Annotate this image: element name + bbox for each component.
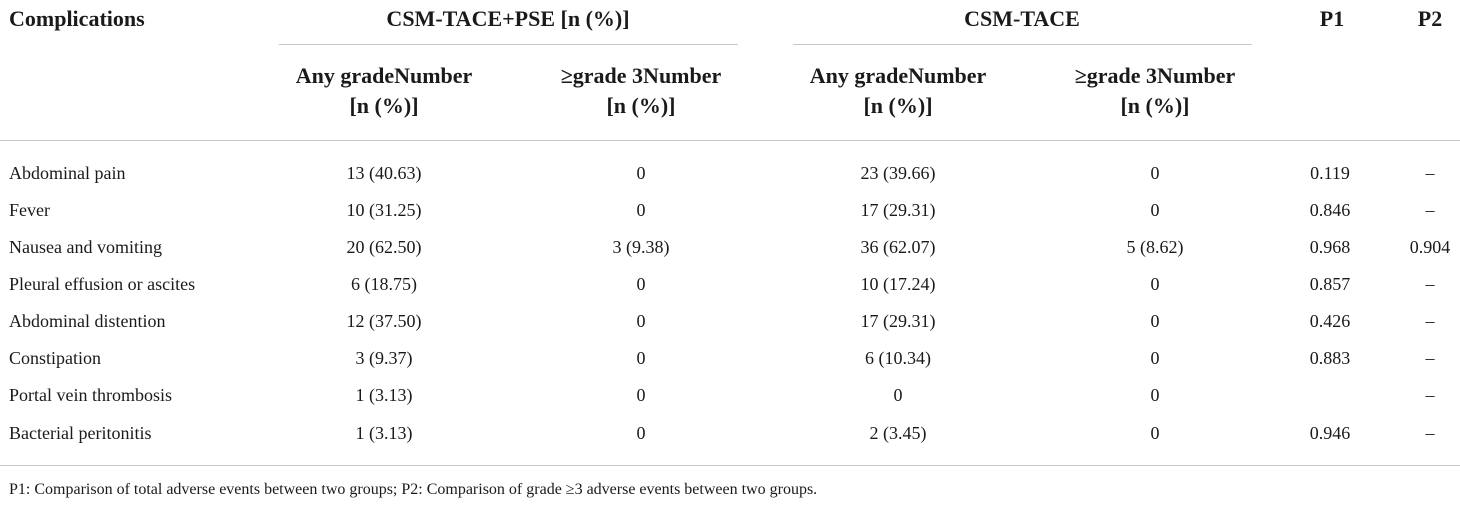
row-g1-grade3: 0 <box>636 348 646 368</box>
row-complication: Abdominal pain <box>9 163 126 183</box>
subheader-g1-grade3: ≥grade 3Number [n (%)] <box>561 61 722 121</box>
row-complication: Bacterial peritonitis <box>9 423 152 443</box>
row-g2-any-grade: 10 (17.24) <box>860 274 936 294</box>
row-g2-any-grade: 17 (29.31) <box>860 200 936 220</box>
row-g2-grade3: 0 <box>1150 311 1160 331</box>
row-g2-any-grade: 23 (39.66) <box>860 163 936 183</box>
row-g1-grade3: 0 <box>636 163 646 183</box>
row-g2-any-grade: 2 (3.45) <box>869 423 927 443</box>
row-p1: 0.968 <box>1309 237 1351 257</box>
row-p1: 0.426 <box>1309 311 1351 331</box>
row-complication: Constipation <box>9 348 102 368</box>
header-p2: P2 <box>1417 6 1443 31</box>
row-p2: 0.904 <box>1409 237 1451 257</box>
row-g2-any-grade: 6 (10.34) <box>865 348 931 368</box>
row-complication: Pleural effusion or ascites <box>9 274 196 294</box>
row-g1-grade3: 0 <box>636 274 646 294</box>
row-g2-grade3: 5 (8.62) <box>1126 237 1184 257</box>
header-complications: Complications <box>9 6 145 31</box>
row-g1-grade3: 0 <box>636 311 646 331</box>
subheader-g2-grade3: ≥grade 3Number [n (%)] <box>1075 61 1236 121</box>
row-g1-any-grade: 12 (37.50) <box>346 311 422 331</box>
subheader-g1-grade3-line2: [n (%)] <box>606 93 676 118</box>
row-g2-grade3: 0 <box>1150 348 1160 368</box>
row-g2-grade3: 0 <box>1150 200 1160 220</box>
subheader-g1-any-line2: [n (%)] <box>349 93 419 118</box>
header-group-csm-tace: CSM-TACE <box>964 6 1080 31</box>
row-p2: – <box>1425 200 1435 220</box>
subheader-g2-any-line1: Any gradeNumber <box>809 63 987 88</box>
row-g1-any-grade: 1 (3.13) <box>355 423 413 443</box>
subheader-g2-grade3-line2: [n (%)] <box>1120 93 1190 118</box>
row-g1-any-grade: 6 (18.75) <box>351 274 417 294</box>
subheader-g2-any-line2: [n (%)] <box>863 93 933 118</box>
group2-underline <box>793 44 1252 45</box>
table-bottom-rule <box>0 465 1460 466</box>
row-p2: – <box>1425 311 1435 331</box>
row-g1-grade3: 3 (9.38) <box>612 237 670 257</box>
row-p1: 0.846 <box>1309 200 1351 220</box>
header-bottom-rule <box>0 140 1460 141</box>
row-p1: 0.119 <box>1310 163 1350 183</box>
row-p1: 0.857 <box>1309 274 1351 294</box>
row-complication: Abdominal distention <box>9 311 166 331</box>
row-complication: Portal vein thrombosis <box>9 385 172 405</box>
row-p2: – <box>1425 348 1435 368</box>
subheader-g2-any-grade: Any gradeNumber [n (%)] <box>810 61 987 121</box>
row-g2-any-grade: 36 (62.07) <box>860 237 936 257</box>
row-g2-any-grade: 0 <box>893 385 903 405</box>
header-group-csm-tace-pse: CSM-TACE+PSE [n (%)] <box>386 6 630 31</box>
row-g2-any-grade: 17 (29.31) <box>860 311 936 331</box>
row-p1: 0.883 <box>1309 348 1351 368</box>
group1-underline <box>279 44 738 45</box>
table-footnote: P1: Comparison of total adverse events b… <box>9 481 818 498</box>
header-p1: P1 <box>1319 6 1345 31</box>
row-g2-grade3: 0 <box>1150 423 1160 443</box>
subheader-g2-grade3-line1: ≥grade 3Number <box>1074 63 1236 88</box>
row-g1-any-grade: 3 (9.37) <box>355 348 413 368</box>
row-g1-any-grade: 13 (40.63) <box>346 163 422 183</box>
row-p2: – <box>1425 274 1435 294</box>
subheader-g1-any-grade: Any gradeNumber [n (%)] <box>296 61 473 121</box>
row-p2: – <box>1425 385 1435 405</box>
row-g1-any-grade: 20 (62.50) <box>346 237 422 257</box>
row-g1-grade3: 0 <box>636 385 646 405</box>
subheader-g1-grade3-line1: ≥grade 3Number <box>560 63 722 88</box>
row-g1-grade3: 0 <box>636 423 646 443</box>
row-complication: Nausea and vomiting <box>9 237 162 257</box>
row-p1: 0.946 <box>1309 423 1351 443</box>
row-p2: – <box>1425 423 1435 443</box>
row-p2: – <box>1425 163 1435 183</box>
row-g1-grade3: 0 <box>636 200 646 220</box>
row-g2-grade3: 0 <box>1150 385 1160 405</box>
row-g1-any-grade: 10 (31.25) <box>346 200 422 220</box>
subheader-g1-any-line1: Any gradeNumber <box>295 63 473 88</box>
row-g2-grade3: 0 <box>1150 274 1160 294</box>
row-g2-grade3: 0 <box>1150 163 1160 183</box>
row-complication: Fever <box>9 200 50 220</box>
row-g1-any-grade: 1 (3.13) <box>355 385 413 405</box>
